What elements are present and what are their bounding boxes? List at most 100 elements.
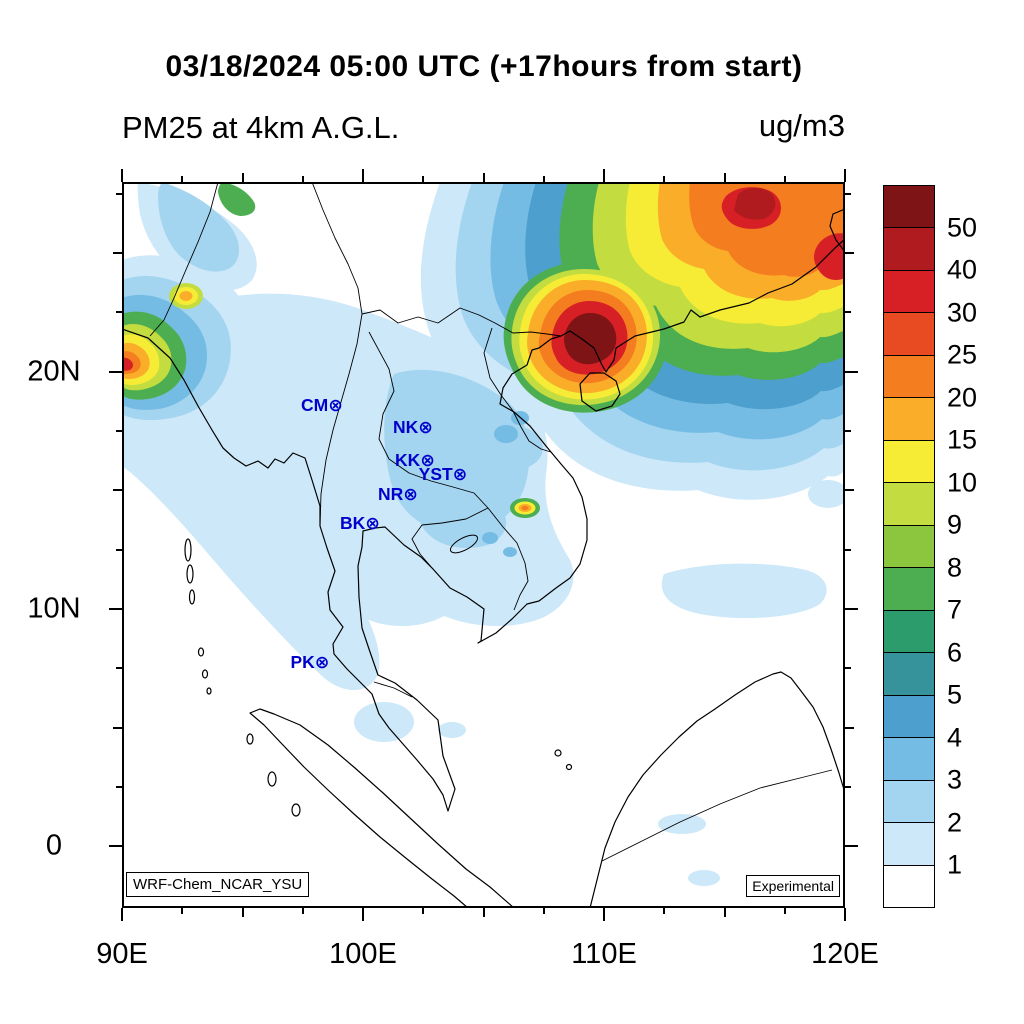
tick-x-top [663, 176, 666, 182]
colorbar-box-6 [883, 439, 935, 484]
tick-x-bottom [603, 908, 605, 921]
tick-y-right [845, 845, 858, 848]
tick-y-left [116, 786, 122, 788]
tick-x-top [603, 169, 605, 182]
model-label-box: WRF-Chem_NCAR_YSU [126, 872, 310, 897]
tick-x-bottom [723, 908, 726, 917]
tick-x-bottom [422, 908, 425, 914]
colorbar-label-7: 7 [947, 594, 963, 625]
tick-x-top [121, 169, 123, 182]
station-BK: BK⊗ [340, 513, 380, 533]
y-axis-label-10N: 10N [27, 592, 81, 625]
tick-x-bottom [844, 908, 846, 921]
station-KK: KK⊗ [395, 450, 435, 470]
tick-y-left [116, 311, 122, 314]
colorbar-label-3: 3 [947, 764, 963, 795]
tick-y-left [116, 548, 122, 551]
hainan-island [579, 372, 621, 412]
tick-y-left [109, 845, 122, 848]
colorbar-box-12 [883, 694, 935, 739]
colorbar-label-1: 1 [947, 849, 963, 880]
colorbar-label-8: 8 [947, 552, 963, 583]
station-markers: CM⊗ NK⊗ KK⊗ YST⊗ NR⊗ BK⊗ PK⊗ [291, 395, 468, 672]
tick-y-right [845, 252, 854, 255]
colorbar-box-0 [883, 185, 935, 229]
map-frame [122, 182, 845, 908]
x-axis-label-120E: 120E [811, 938, 879, 970]
field-label: PM25 at 4km A.G.L. [122, 110, 400, 145]
figure-title: 03/18/2024 05:00 UTC (+17hours from star… [165, 50, 803, 83]
tick-y-right [845, 726, 854, 729]
tick-x-bottom [362, 908, 364, 921]
colorbar-box-4 [883, 354, 935, 399]
colorbar-box-5 [883, 397, 935, 441]
colorbar-label-20: 20 [947, 382, 978, 413]
tick-x-top [181, 176, 184, 182]
tick-x-bottom [241, 908, 244, 917]
tonle-sap-lake [449, 534, 479, 554]
x-axis-label-110E: 110E [571, 938, 637, 970]
tick-x-top [542, 176, 545, 182]
colorbar-box-2 [883, 269, 935, 314]
tick-x-bottom [121, 908, 123, 921]
tick-x-top [301, 176, 304, 182]
tick-x-top [362, 169, 364, 182]
colorbar-label-6: 6 [947, 637, 963, 668]
tick-y-left [113, 726, 122, 729]
tick-x-top [422, 176, 425, 182]
map-plot: CM⊗ NK⊗ KK⊗ YST⊗ NR⊗ BK⊗ PK⊗ [122, 182, 845, 908]
tick-x-bottom [663, 908, 666, 914]
sumatra-island [249, 708, 515, 908]
tick-y-left [116, 430, 122, 433]
tick-y-right [845, 548, 851, 551]
contour-field [122, 182, 845, 886]
country-borders [149, 182, 833, 862]
colorbar-box-10 [883, 609, 935, 654]
tick-y-left [109, 370, 122, 373]
plume-core-maximum [564, 313, 617, 365]
borneo-coast [589, 671, 845, 908]
station-CM: CM⊗ [301, 395, 343, 415]
tick-x-top [723, 173, 726, 182]
colorbar-box-14 [883, 779, 935, 824]
tick-y-left [113, 252, 122, 255]
colorbar-box-15 [883, 822, 935, 866]
y-axis-label-0: 0 [45, 829, 63, 862]
y-axis-label-20N: 20N [27, 355, 81, 388]
tick-y-right [845, 430, 851, 433]
colorbar-box-1 [883, 227, 935, 271]
colorbar-label-30: 30 [947, 297, 978, 328]
tick-y-right [845, 370, 858, 373]
colorbar-label-15: 15 [947, 424, 978, 455]
tick-y-right [845, 311, 851, 314]
station-PK: PK⊗ [291, 652, 330, 672]
tick-x-bottom [482, 908, 485, 917]
station-YST: YST⊗ [419, 464, 468, 484]
units-label: ug/m3 [758, 108, 845, 143]
tick-y-right [845, 667, 851, 670]
x-axis-label-100E: 100E [329, 938, 397, 970]
colorbar-label-40: 40 [947, 254, 978, 285]
colorbar-label-25: 25 [947, 339, 978, 370]
colorbar-box-16 [883, 864, 935, 908]
colorbar-label-9: 9 [947, 509, 963, 540]
tick-y-right [845, 786, 851, 788]
tick-x-top [482, 173, 485, 182]
tick-x-top [783, 176, 786, 182]
tick-y-left [116, 192, 122, 195]
station-NK: NK⊗ [393, 417, 433, 437]
map-panel: CM⊗ NK⊗ KK⊗ YST⊗ NR⊗ BK⊗ PK⊗ WRF-Chem_NC… [109, 169, 858, 921]
tick-y-right [845, 608, 858, 611]
colorbar-label-2: 2 [947, 807, 963, 838]
experimental-label-box: Experimental [746, 875, 840, 897]
tick-y-right [845, 489, 854, 492]
colorbar-box-11 [883, 652, 935, 696]
colorbar [883, 185, 935, 908]
x-axis-label-90E: 90E [96, 938, 148, 970]
colorbar-box-8 [883, 524, 935, 569]
tick-x-bottom [783, 908, 786, 914]
colorbar-box-9 [883, 567, 935, 611]
tick-x-bottom [181, 908, 184, 914]
tick-y-left [113, 489, 122, 492]
